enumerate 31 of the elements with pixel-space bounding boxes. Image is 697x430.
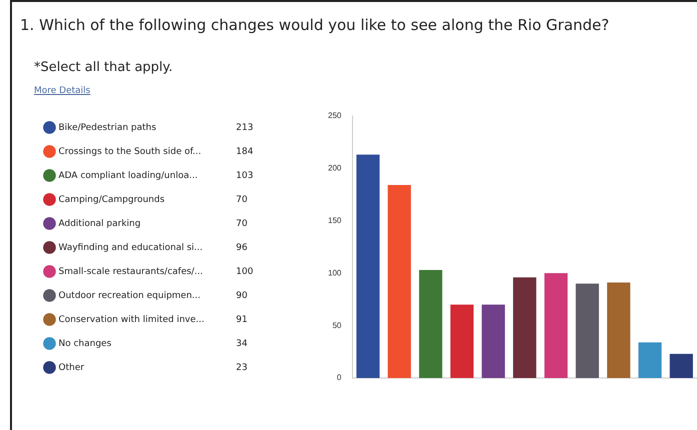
text: *Select all that apply. — [34, 60, 173, 75]
y-tick-label: 50 — [332, 320, 342, 330]
chart-title: 1. Which of the following changes would you like to see along the Rio Grande? — [20, 16, 610, 34]
legend-label: Crossings to the South side of... — [58, 146, 202, 157]
legend-label: Bike/Pedestrian paths — [58, 122, 156, 133]
text: 34 — [236, 338, 248, 349]
y-tick-label: 250 — [328, 111, 342, 120]
text: 184 — [236, 146, 254, 157]
text: 213 — [236, 122, 254, 133]
y-tick-label: 100 — [328, 268, 342, 278]
y-tick-label: 0 — [336, 373, 342, 382]
legend-label: No changes — [58, 338, 112, 349]
text: 70 — [236, 194, 248, 205]
legend-label: Outdoor recreation equipmen... — [58, 290, 201, 301]
text: 23 — [236, 362, 248, 373]
legend-label: Conservation with limited inve... — [58, 314, 204, 325]
text: 91 — [236, 314, 248, 325]
y-tick-label: 200 — [328, 163, 342, 172]
text: 96 — [236, 242, 248, 253]
legend-label: Additional parking — [58, 218, 141, 229]
legend-label: Wayfinding and educational si... — [58, 242, 203, 253]
y-tick-label: 150 — [328, 216, 342, 225]
legend-label: ADA compliant loading/unloa... — [58, 170, 198, 181]
text: 103 — [236, 170, 254, 181]
text: 70 — [236, 218, 248, 229]
legend-label: Small-scale restaurants/cafes/... — [58, 266, 203, 277]
text: More Details — [34, 86, 90, 96]
legend-label: Camping/Campgrounds — [58, 194, 165, 205]
legend-label: Other — [58, 362, 84, 373]
text: 90 — [236, 290, 248, 301]
text: 100 — [236, 266, 254, 277]
